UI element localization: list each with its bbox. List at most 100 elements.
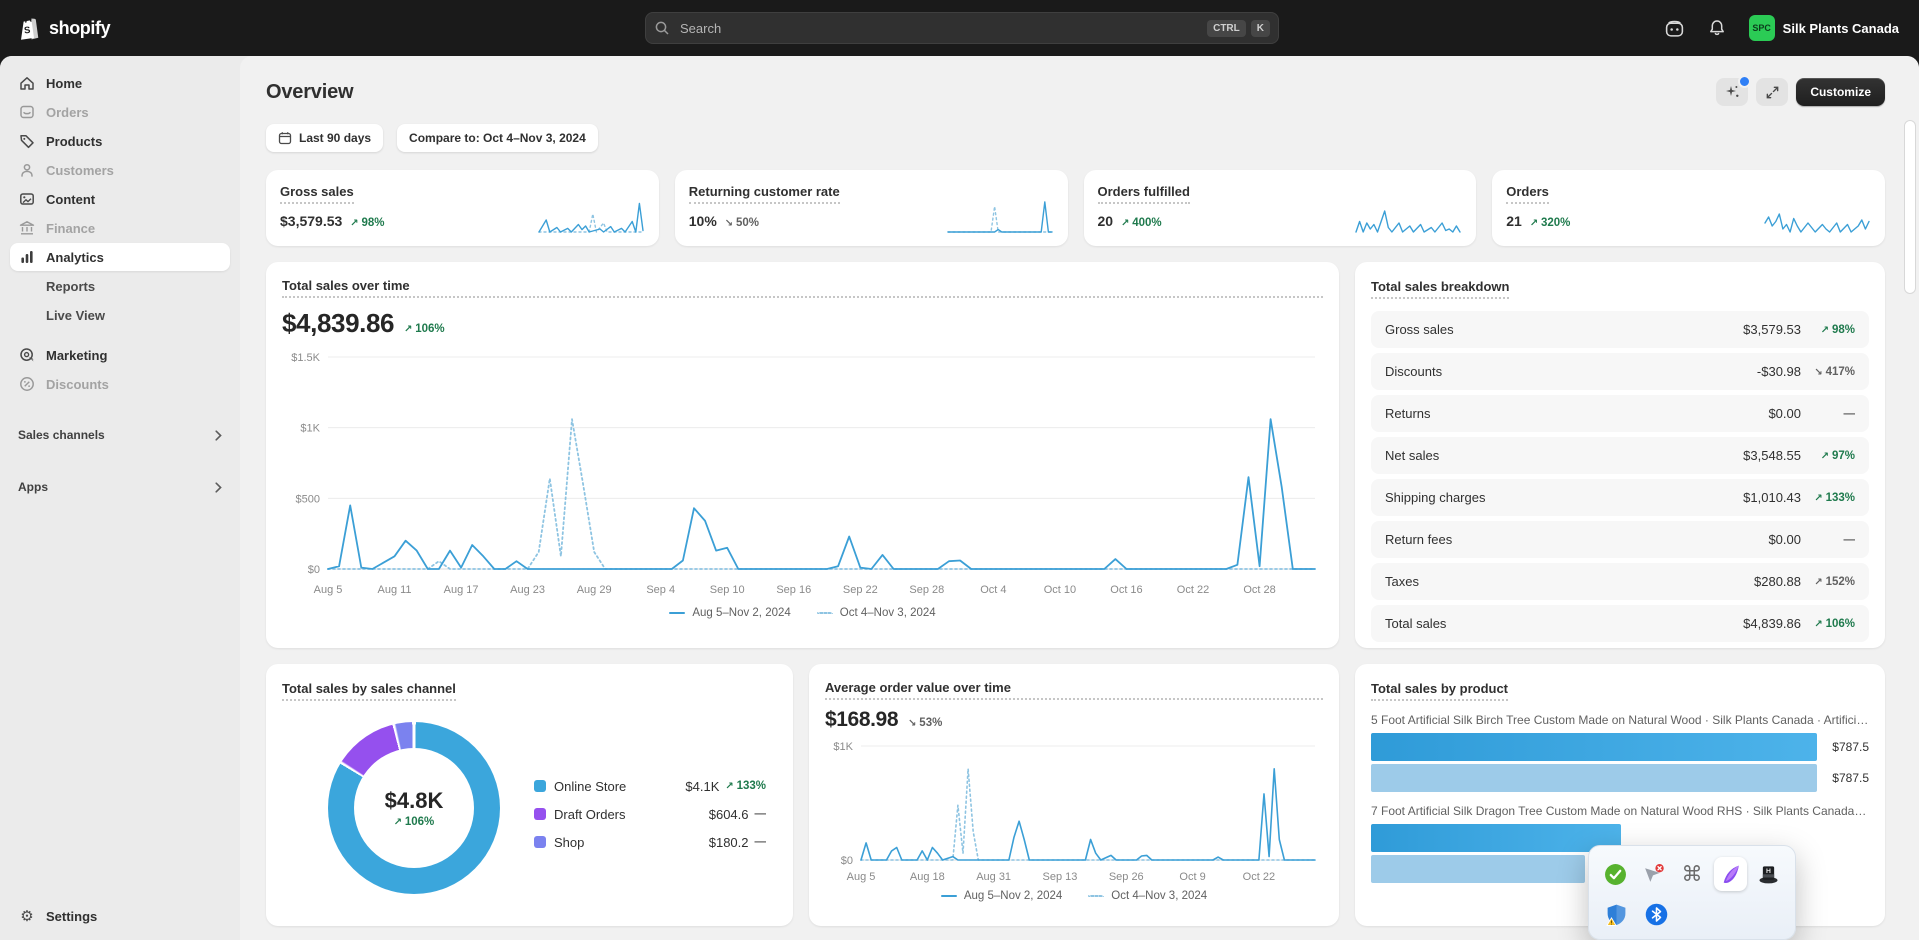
sidebar-item-live-view[interactable]: Live View — [10, 301, 230, 329]
notifications-button[interactable] — [1701, 12, 1733, 44]
discounts-icon — [18, 375, 36, 393]
analytics-icon — [21, 251, 33, 263]
svg-text:$0: $0 — [308, 564, 320, 576]
breakdown-row-taxes: Taxes $280.88152% — [1371, 563, 1869, 600]
kbd-k: K — [1250, 19, 1270, 37]
sales-by-channel-title[interactable]: Total sales by sales channel — [282, 681, 456, 701]
customers-icon — [18, 161, 36, 179]
metric-delta: 320% — [1530, 217, 1570, 229]
compare-chip[interactable]: Compare to: Oct 4–Nov 3, 2024 — [397, 124, 598, 152]
customers-icon — [21, 163, 33, 177]
sidebar-item-marketing[interactable]: Marketing — [10, 341, 230, 369]
product-bar-row: $787.5 — [1371, 733, 1869, 761]
compare-label: Compare to: Oct 4–Nov 3, 2024 — [409, 131, 586, 145]
customize-button[interactable]: Customize — [1796, 78, 1885, 106]
shopify-wordmark: shopify — [49, 17, 111, 38]
svg-text:Aug 17: Aug 17 — [444, 584, 479, 596]
product-bar — [1371, 855, 1586, 883]
sidebar-item-label: Home — [46, 75, 83, 91]
aov-svg: $0 $1K Aug 5 Aug 18 Aug 31 Sep 13 Sep 26 Oct 9 O… — [833, 741, 1316, 883]
shield-warning-icon[interactable]: ! — [1599, 897, 1633, 931]
product-bar-value: $787.5 — [1832, 771, 1869, 785]
top-hat-icon[interactable]: H — [1753, 857, 1785, 891]
metric-value: $3,579.53 — [280, 213, 343, 229]
sidebar-item-settings[interactable]: ⚙ Settings — [10, 902, 230, 930]
sidebar-section-sales-channels[interactable]: Sales channels — [18, 420, 222, 450]
scrollbar-thumb[interactable] — [1904, 120, 1916, 294]
clover-icon[interactable]: ⌘ — [1681, 862, 1703, 886]
sidebar-item-orders[interactable]: Orders — [10, 98, 230, 126]
product-bar — [1371, 824, 1621, 852]
channel-delta: 133% — [725, 780, 766, 792]
sidebar-section-label: Apps — [18, 480, 48, 494]
channel-value: $180.2 — [708, 834, 749, 850]
sidebar-item-home[interactable]: Home — [10, 69, 230, 97]
home-icon — [20, 77, 34, 90]
products-icon — [20, 135, 34, 149]
legend-item: Aug 5–Nov 2, 2024 — [669, 607, 791, 619]
svg-text:Oct 10: Oct 10 — [1044, 584, 1076, 596]
total-sales-over-time-title[interactable]: Total sales over time — [282, 278, 1323, 298]
legend-item: Oct 4–Nov 3, 2024 — [1088, 890, 1207, 902]
store-menu[interactable]: SPC Silk Plants Canada — [1743, 11, 1905, 45]
breakdown-value: $4,839.86 — [1743, 616, 1801, 631]
sidebar-item-finance[interactable]: Finance — [10, 214, 230, 242]
sidebar-item-analytics[interactable]: Analytics — [10, 243, 230, 271]
metric-card-title[interactable]: Returning customer rate — [688, 184, 840, 204]
scrollbar-track[interactable] — [1904, 114, 1917, 938]
breakdown-delta: — — [1843, 407, 1856, 420]
aov-title[interactable]: Average order value over time — [825, 680, 1323, 700]
svg-text:Sep 4: Sep 4 — [646, 584, 675, 596]
feather-icon[interactable] — [1714, 857, 1747, 891]
channel-label: Shop — [554, 834, 585, 850]
sidekick-button[interactable] — [1659, 12, 1691, 44]
date-range-chip[interactable]: Last 90 days — [266, 124, 384, 152]
search-input[interactable] — [678, 19, 1203, 37]
total-sales-breakdown-card: Total sales breakdown Gross sales $3,579.… — [1355, 262, 1885, 648]
channel-delta: — — [754, 808, 767, 820]
svg-text:Sep 13: Sep 13 — [1043, 871, 1078, 883]
metric-card-title[interactable]: Orders — [1506, 184, 1549, 204]
svg-text:Aug 18: Aug 18 — [910, 871, 945, 883]
expand-button[interactable] — [1756, 78, 1789, 106]
channel-legend-shop: Shop $180.2 — — [534, 828, 766, 856]
breakdown-row-net-sales: Net sales $3,548.5597% — [1371, 437, 1869, 474]
svg-text:$500: $500 — [296, 493, 320, 505]
metric-card-title[interactable]: Gross sales — [280, 184, 354, 204]
total-sales-svg: $0 $500 $1K $1.5K Aug 5 Aug 11 Aug 17 Aug 23 Aug… — [291, 352, 1316, 596]
shopify-logo[interactable]: S shopify — [18, 15, 111, 41]
sales-by-product-title[interactable]: Total sales by product — [1371, 681, 1509, 701]
total-sales-value: $4,839.86 — [282, 308, 395, 338]
sidebar-item-content[interactable]: Content — [10, 185, 230, 213]
breakdown-row-discounts: Discounts -$30.98417% — [1371, 353, 1869, 390]
average-order-value-card: Average order value over time $168.98 53… — [809, 664, 1339, 926]
svg-text:Oct 22: Oct 22 — [1177, 584, 1209, 596]
metric-value: 10% — [688, 213, 717, 229]
metric-delta: 98% — [350, 217, 384, 229]
breakdown-delta: — — [1843, 533, 1856, 546]
sidebar-item-products[interactable]: Products — [10, 127, 230, 155]
insights-button[interactable] — [1716, 75, 1752, 106]
location-disabled-icon[interactable] — [1637, 857, 1669, 891]
svg-text:!: ! — [1610, 920, 1612, 925]
product-bar-row — [1371, 855, 1869, 883]
sidebar-item-customers[interactable]: Customers — [10, 156, 230, 184]
breakdown-title[interactable]: Total sales breakdown — [1371, 279, 1510, 299]
donut-center-delta: 106% — [394, 816, 434, 828]
check-circle-icon[interactable] — [1599, 857, 1631, 891]
metric-card-title[interactable]: Orders fulfilled — [1097, 184, 1190, 204]
channel-delta: — — [754, 836, 767, 848]
breakdown-delta: 152% — [1801, 576, 1855, 588]
breakdown-row-returns: Returns $0.00 — — [1371, 395, 1869, 432]
channel-label: Online Store — [554, 778, 627, 794]
product-group: 5 Foot Artificial Silk Birch Tree Custom… — [1371, 713, 1869, 792]
global-search[interactable]: CTRL K — [645, 12, 1279, 44]
legend-label: Aug 5–Nov 2, 2024 — [692, 607, 791, 619]
sidebar-item-reports[interactable]: Reports — [10, 272, 230, 300]
sidebar-item-label: Discounts — [46, 376, 109, 392]
sidebar-section-apps[interactable]: Apps — [18, 472, 222, 502]
sidebar-item-label: Content — [46, 191, 96, 207]
bluetooth-icon[interactable] — [1639, 897, 1673, 931]
sidebar-item-discounts[interactable]: Discounts — [10, 370, 230, 398]
svg-text:Oct 22: Oct 22 — [1243, 871, 1275, 883]
